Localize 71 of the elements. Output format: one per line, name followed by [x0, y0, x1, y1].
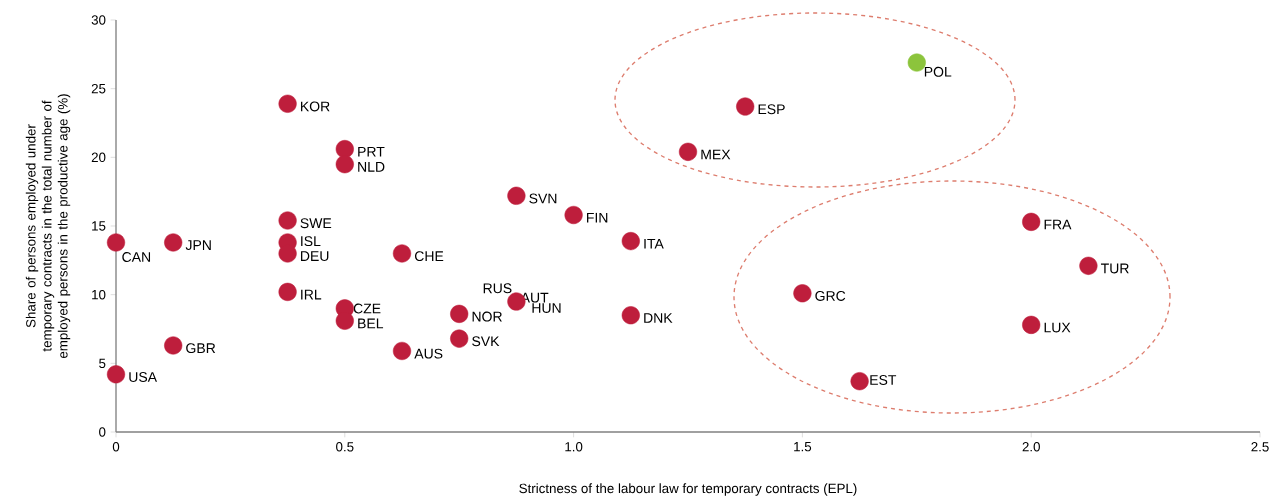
point: [450, 329, 469, 348]
annotation: LUX: [1044, 322, 1071, 333]
annotation: PRT: [358, 146, 385, 157]
y-tick-label: 10: [92, 289, 106, 300]
point: [1022, 212, 1041, 231]
x-tick-label: 2.0: [1022, 442, 1040, 452]
annotation: GBR: [186, 343, 216, 354]
annotation: SWE: [300, 218, 332, 229]
point: [564, 205, 583, 225]
annotation: NLD: [358, 162, 385, 172]
annotation: KOR: [301, 101, 330, 112]
annotation: TUR: [1100, 263, 1129, 274]
annotation: NOR: [472, 311, 502, 322]
annotation: ESP: [758, 104, 785, 115]
point: [450, 304, 469, 323]
annotation: RUS: [483, 283, 512, 294]
annotation: ITA: [644, 238, 664, 249]
point: [392, 341, 412, 361]
y-tick-label: 25: [91, 83, 106, 94]
point: [1079, 256, 1098, 275]
annotation: CZE: [353, 303, 381, 314]
annotation: GRC: [815, 291, 846, 301]
point: [164, 233, 183, 252]
point: [736, 97, 755, 116]
y-axis-title: Share of persons employed under temporary contracts in the total number of employed persons in the productive age (%): [25, 94, 71, 359]
annotation: CAN: [122, 252, 151, 262]
y-tick-label: 0: [99, 427, 106, 437]
point: [392, 244, 412, 263]
x-tick-label: 0.5: [336, 442, 354, 452]
point: [278, 282, 297, 301]
point: [335, 155, 354, 174]
annotation: HUN: [532, 303, 561, 313]
point: [907, 53, 926, 72]
point: [106, 233, 126, 252]
annotation: EST: [870, 375, 897, 385]
annotation: CHE: [414, 251, 444, 262]
point: [278, 211, 297, 230]
point: [507, 186, 526, 205]
x-tick-label: 2.5: [1251, 442, 1269, 452]
annotation: AUS: [414, 348, 443, 359]
point: [1022, 315, 1041, 334]
annotation: FRA: [1044, 219, 1072, 230]
y-tick-label: 5: [99, 358, 106, 368]
y-tick-label: 20: [91, 152, 106, 163]
point: [106, 365, 126, 384]
annotation: POL: [924, 66, 952, 77]
annotation: FIN: [587, 212, 608, 223]
annotation: BEL: [358, 318, 384, 329]
x-tick-label: 1.5: [794, 442, 812, 452]
y-tick-label: 30: [91, 15, 106, 25]
point: [335, 140, 354, 159]
x-tick-label: 0: [112, 442, 120, 452]
point: [164, 336, 183, 355]
y-tick-label: 15: [92, 221, 106, 231]
point: [850, 372, 869, 391]
point: [621, 306, 640, 325]
annotation: JPN: [185, 240, 211, 251]
annotation: IRL: [301, 289, 322, 300]
point: [678, 142, 698, 161]
annotation: DEU: [301, 251, 329, 262]
point: [278, 94, 297, 113]
annotation: DNK: [644, 313, 673, 323]
annotation: SVK: [472, 336, 500, 347]
point: [793, 284, 812, 303]
annotation: SVN: [529, 193, 557, 204]
annotation: ISL: [301, 236, 321, 247]
annotation: USA: [129, 372, 158, 382]
x-tick-label: 1.0: [565, 442, 583, 452]
annotation: MEX: [701, 149, 731, 160]
x-axis-title: Strictness of the labour law for temporary contracts (EPL): [519, 483, 857, 496]
point: [621, 232, 640, 251]
